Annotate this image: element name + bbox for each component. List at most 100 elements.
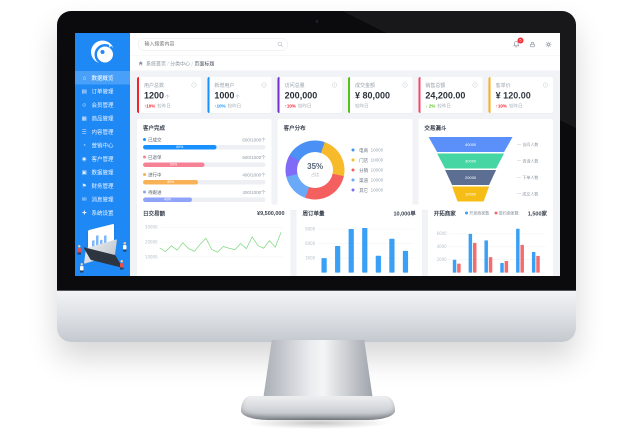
- funnel-chart: 40000 访问人数 30000 咨询人数 20000 下单人数 10000 成交人数: [424, 137, 547, 202]
- card-settings-icon[interactable]: [472, 82, 478, 88]
- legend-item[interactable]: 签约商家数: [494, 211, 519, 217]
- stat-card-trend: 较昨日: [355, 103, 407, 110]
- stat-card-unit: 个: [235, 94, 240, 100]
- donut-chart: 35% 占比: [285, 140, 345, 200]
- sidebar-item-label: 订单管理: [91, 88, 114, 95]
- card-settings-icon[interactable]: [261, 82, 267, 88]
- bar-chart-panel: 周订单量 10,000单 9000 6000 3000: [296, 204, 422, 276]
- lock-icon[interactable]: [529, 41, 536, 48]
- stat-card-trend: ↑10% 较昨日: [496, 103, 548, 110]
- sidebar-illustration: [75, 224, 130, 276]
- sidebar-item-8[interactable]: ▣ 数据管理: [75, 166, 130, 180]
- donut-legend-label: 门店: [359, 157, 369, 163]
- line-chart-panel: 日交易额 ¥9,500,000 30000 20000 10000: [137, 204, 291, 276]
- progress-fill: 45%: [143, 180, 199, 185]
- donut-legend-value: 10000: [370, 157, 384, 163]
- sidebar-item-4[interactable]: ▦ 商品管理: [75, 112, 130, 126]
- legend-label: 开发商家数: [469, 211, 490, 216]
- monitor-stand-neck: [263, 340, 373, 400]
- donut-center: 35% 占比: [297, 152, 334, 188]
- donut-legend: 电商 10000 门店 10000 分销 10000 渠道 10000 其它 10000: [351, 147, 384, 194]
- line-total-value: ¥9,500,000: [257, 210, 285, 217]
- funnel-panel: 交易漏斗 40000 访问人数 30000 咨询人数 20000 下单人数 10000 成交人…: [418, 119, 553, 210]
- trend-note: 较昨日: [355, 103, 369, 109]
- sidebar-item-1[interactable]: ⌂ 数据概览: [75, 71, 130, 85]
- progress-track: 60%: [143, 145, 266, 150]
- sidebar-item-2[interactable]: ▤ 订单管理: [75, 85, 130, 99]
- donut-legend-item[interactable]: 电商 10000: [351, 147, 383, 154]
- data-icon: ▣: [81, 169, 87, 176]
- svg-text:10000: 10000: [145, 254, 158, 259]
- funnel-step: 30000: [437, 154, 504, 169]
- notification-bell-icon[interactable]: 5: [513, 37, 524, 49]
- progress-label: 待跟进: [143, 189, 162, 196]
- main-area: 5 系统首页: [130, 33, 560, 276]
- stat-card-header: 销售总额: [425, 81, 478, 89]
- progress-row-header: 进行中 400/1000个: [143, 172, 266, 179]
- product-icon: ▦: [81, 115, 87, 122]
- breadcrumb-separator: /: [166, 61, 171, 68]
- progress-label-text: 已成交: [148, 137, 162, 143]
- donut-legend-item[interactable]: 门店 10000: [351, 157, 384, 164]
- legend-item[interactable]: 开发商家数: [464, 211, 490, 217]
- home-icon: [138, 61, 143, 66]
- funnel-step-label: 下单人数: [517, 175, 538, 181]
- breadcrumb: 系统首页 / 分类中心 / 页面标题: [130, 56, 560, 71]
- illustration-person: [77, 245, 81, 255]
- panel-title: 日交易额: [143, 210, 165, 217]
- donut-center-label: 占比: [311, 172, 320, 178]
- panel-title: 开拓商家: [433, 210, 456, 217]
- illustration-person: [80, 263, 84, 273]
- sidebar-item-10[interactable]: ✉ 消息管理: [75, 193, 130, 207]
- progress-value: 600/1000个: [242, 137, 266, 143]
- breadcrumb-item[interactable]: 系统首页: [146, 61, 166, 68]
- sidebar-item-label: 客户管理: [91, 156, 114, 163]
- settings-gear-icon[interactable]: [545, 41, 552, 48]
- stat-card-title: 成交金额: [355, 83, 376, 89]
- legend-dot-icon: [494, 211, 498, 215]
- sidebar-item-label: 系统设置: [91, 210, 114, 217]
- card-settings-icon[interactable]: [191, 82, 197, 88]
- progress-track: 50%: [143, 162, 266, 167]
- card-settings-icon[interactable]: [402, 82, 408, 88]
- stat-card-header: 客单价: [496, 81, 549, 89]
- trend-value: ↑10%: [284, 103, 296, 109]
- progress-fill: 60%: [143, 145, 217, 150]
- donut-legend-value: 10000: [370, 187, 384, 193]
- stat-card-value: ¥ 80,000: [355, 90, 391, 101]
- donut-legend-item[interactable]: 渠道 10000: [351, 177, 383, 184]
- content-icon: ☰: [81, 129, 87, 135]
- donut-legend-item[interactable]: 分销 10000: [351, 167, 383, 174]
- illustration-person: [120, 260, 124, 270]
- search-input[interactable]: [138, 37, 288, 51]
- funnel-zone: 40000: [424, 137, 517, 152]
- breadcrumb-item[interactable]: 页面标题: [194, 61, 215, 68]
- card-settings-icon[interactable]: [332, 82, 338, 88]
- search-icon[interactable]: [277, 41, 284, 48]
- legend-dot-icon: [351, 168, 355, 172]
- trend-note: 较昨日: [157, 103, 171, 109]
- sidebar-item-3[interactable]: ☺ 会员管理: [75, 98, 130, 112]
- home-icon: ⌂: [82, 74, 86, 81]
- progress-label: 已退单: [143, 154, 162, 161]
- sidebar-item-11[interactable]: ✚ 系统设置: [75, 206, 130, 220]
- progress-track: 40%: [143, 197, 266, 202]
- donut-legend-item[interactable]: 其它 10000: [351, 187, 384, 194]
- progress-row-header: 已成交 600/1000个: [143, 137, 266, 144]
- legend-dot-icon: [143, 155, 146, 159]
- sidebar-item-label: 数据管理: [91, 169, 114, 176]
- funnel-step-label: 成交人数: [517, 191, 538, 197]
- progress-value: 400/1000个: [242, 172, 266, 178]
- stat-card-6: 客单价 ¥ 120.00 ↑10% 较昨日: [488, 77, 554, 113]
- sidebar-item-5[interactable]: ☰ 内容管理: [75, 125, 130, 139]
- funnel-step-row: 30000 咨询人数: [424, 154, 547, 169]
- message-icon: ✉: [81, 196, 87, 203]
- sidebar-item-label: 数据概览: [91, 75, 114, 82]
- breadcrumb-item[interactable]: 分类中心: [170, 61, 191, 68]
- trend-note: 较昨日: [227, 103, 242, 109]
- logo-area[interactable]: [75, 33, 130, 71]
- card-settings-icon[interactable]: [543, 82, 549, 88]
- sidebar-item-9[interactable]: ⚑ 财务管理: [75, 179, 130, 193]
- sidebar-item-6[interactable]: ◔ 营销中心: [75, 139, 130, 153]
- sidebar-item-7[interactable]: ◉ 客户管理: [75, 152, 130, 166]
